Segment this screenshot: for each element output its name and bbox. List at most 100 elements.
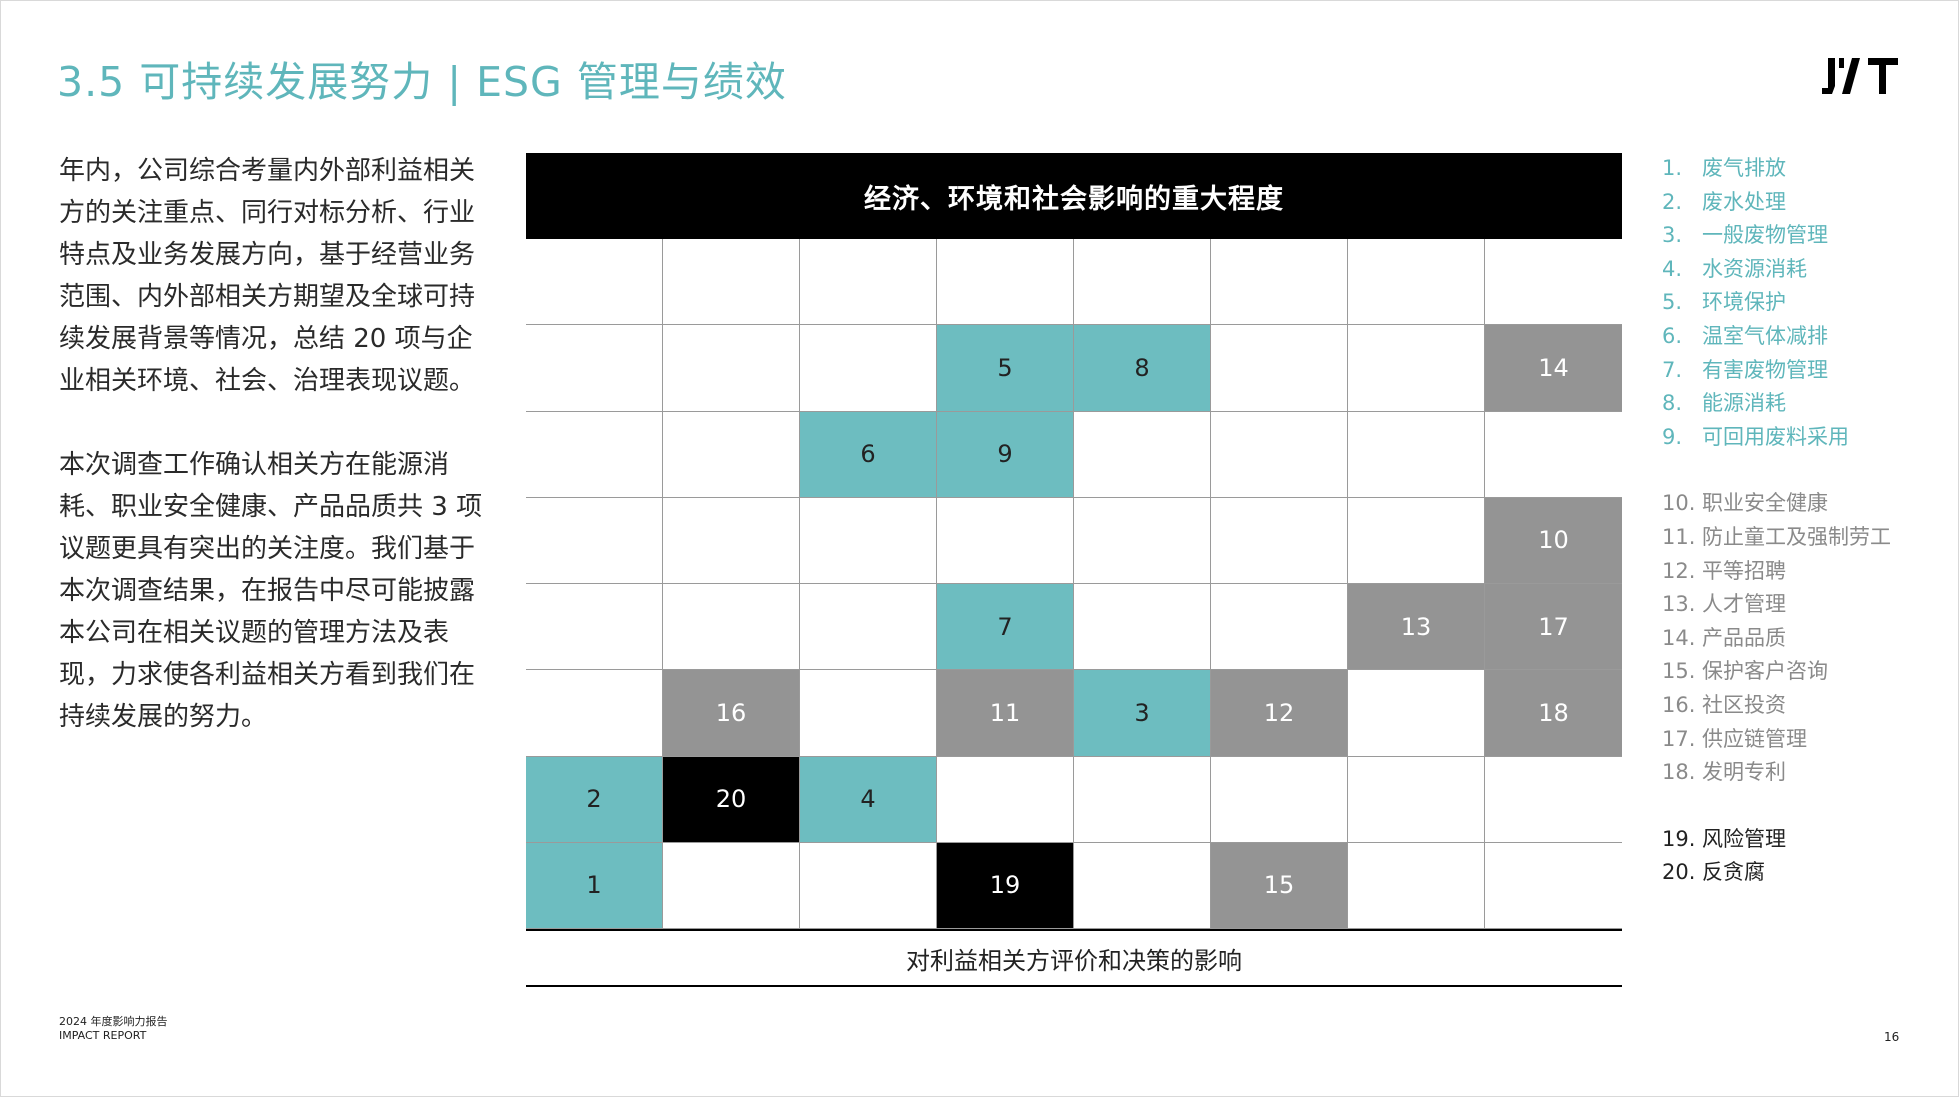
legend-item: 19. 风险管理 — [1662, 823, 1952, 857]
legend-item-number: 12. — [1662, 558, 1696, 583]
legend-item-number: 9. — [1662, 424, 1683, 449]
matrix-empty-cell — [1074, 842, 1211, 929]
legend-item: 12. 平等招聘 — [1662, 555, 1952, 589]
legend-item-label: 废水处理 — [1702, 189, 1786, 214]
legend-item-number: 13. — [1662, 592, 1696, 617]
legend-item-number: 20. — [1662, 860, 1696, 885]
matrix-empty-cell — [800, 239, 937, 326]
matrix-topic-cell: 1 — [526, 842, 663, 929]
matrix-empty-cell — [800, 325, 937, 412]
legend-item-label: 反贪腐 — [1702, 860, 1765, 885]
matrix-empty-cell — [1348, 497, 1485, 584]
footer-report-cn: 2024 年度影响力报告 — [59, 1015, 168, 1028]
materiality-matrix: 经济、环境和社会影响的重大程度 5 8 14 6 9 10 7 13 17 16 11 3 12 18 2 2… — [526, 153, 1622, 987]
legend-item: 3. 一般废物管理 — [1662, 219, 1952, 253]
matrix-empty-cell — [663, 497, 800, 584]
legend-item: 11. 防止童工及强制劳工 — [1662, 521, 1952, 555]
legend-item: 9. 可回用废料采用 — [1662, 421, 1952, 455]
legend-item-number: 5. — [1662, 290, 1683, 315]
legend-governance: 19. 风险管理 20. 反贪腐 — [1662, 823, 1952, 890]
legend-environment: 1. 废气排放 2. 废水处理 3. 一般废物管理 4. 水资源消耗 5. 环境保护 6. 温室气体减… — [1662, 152, 1952, 454]
matrix-empty-cell — [663, 584, 800, 671]
matrix-empty-cell — [1485, 411, 1622, 498]
legend-item: 20. 反贪腐 — [1662, 856, 1952, 890]
matrix-empty-cell — [937, 756, 1074, 843]
legend-item-number: 2. — [1662, 189, 1683, 214]
matrix-topic-cell: 9 — [937, 411, 1074, 498]
matrix-empty-cell — [1074, 756, 1211, 843]
legend-item: 2. 废水处理 — [1662, 186, 1952, 220]
legend-item: 16. 社区投资 — [1662, 689, 1952, 723]
legend-item-label: 能源消耗 — [1702, 391, 1786, 416]
matrix-empty-cell — [663, 842, 800, 929]
matrix-topic-cell: 17 — [1485, 584, 1622, 671]
matrix-empty-cell — [526, 497, 663, 584]
matrix-empty-cell — [1485, 239, 1622, 326]
legend-item-number: 17. — [1662, 726, 1696, 751]
matrix-empty-cell — [663, 411, 800, 498]
matrix-topic-cell: 2 — [526, 756, 663, 843]
matrix-empty-cell — [937, 497, 1074, 584]
matrix-empty-cell — [1074, 497, 1211, 584]
matrix-topic-cell: 6 — [800, 411, 937, 498]
matrix-empty-cell — [1348, 756, 1485, 843]
legend-item-number: 1. — [1662, 156, 1683, 180]
legend-item-label: 温室气体减排 — [1702, 323, 1828, 348]
legend-item: 4. 水资源消耗 — [1662, 253, 1952, 287]
legend-item: 17. 供应链管理 — [1662, 723, 1952, 757]
legend-item-label: 职业安全健康 — [1702, 491, 1828, 516]
matrix-empty-cell — [526, 325, 663, 412]
legend-item-number: 7. — [1662, 357, 1683, 382]
matrix-topic-cell: 16 — [663, 670, 800, 757]
matrix-empty-cell — [1211, 497, 1348, 584]
matrix-empty-cell — [1348, 325, 1485, 412]
legend-item-label: 产品品质 — [1702, 625, 1786, 650]
matrix-topic-cell: 10 — [1485, 497, 1622, 584]
legend-item-number: 16. — [1662, 692, 1696, 717]
legend-item-label: 人才管理 — [1702, 592, 1786, 617]
matrix-empty-cell — [1211, 411, 1348, 498]
legend-item-number: 4. — [1662, 256, 1683, 281]
legend-item-label: 保护客户咨询 — [1702, 659, 1828, 684]
matrix-x-title: 对利益相关方评价和决策的影响 — [526, 931, 1622, 987]
legend-item-number: 6. — [1662, 323, 1683, 348]
matrix-topic-cell: 20 — [663, 756, 800, 843]
legend-item: 15. 保护客户咨询 — [1662, 655, 1952, 689]
matrix-topic-cell: 5 — [937, 325, 1074, 412]
matrix-empty-cell — [1074, 411, 1211, 498]
matrix-empty-cell — [1074, 584, 1211, 671]
matrix-grid: 5 8 14 6 9 10 7 13 17 16 11 3 12 18 2 20 4 1 19 15 — [526, 239, 1622, 931]
matrix-topic-cell: 11 — [937, 670, 1074, 757]
legend-item-label: 发明专利 — [1702, 760, 1786, 785]
legend-item-number: 14. — [1662, 625, 1696, 650]
matrix-topic-cell: 15 — [1211, 842, 1348, 929]
legend-item-number: 3. — [1662, 223, 1683, 248]
matrix-empty-cell — [1348, 670, 1485, 757]
legend-item-number: 15. — [1662, 659, 1696, 684]
matrix-empty-cell — [1485, 756, 1622, 843]
matrix-topic-cell: 7 — [937, 584, 1074, 671]
matrix-empty-cell — [1348, 239, 1485, 326]
legend-item-label: 有害废物管理 — [1702, 357, 1828, 382]
legend-item-label: 环境保护 — [1702, 290, 1786, 315]
legend-item-label: 防止童工及强制劳工 — [1702, 524, 1891, 549]
matrix-empty-cell — [937, 239, 1074, 326]
legend-social: 10. 职业安全健康 11. 防止童工及强制劳工 12. 平等招聘 13. 人才管理 14. 产品… — [1662, 487, 1952, 789]
matrix-empty-cell — [663, 239, 800, 326]
company-logo — [1822, 58, 1898, 94]
matrix-empty-cell — [526, 584, 663, 671]
matrix-empty-cell — [800, 842, 937, 929]
matrix-topic-cell: 3 — [1074, 670, 1211, 757]
matrix-empty-cell — [1348, 411, 1485, 498]
legend-item-label: 一般废物管理 — [1702, 223, 1828, 248]
legend-item: 8. 能源消耗 — [1662, 387, 1952, 421]
legend-item: 1. 废气排放 — [1662, 152, 1952, 186]
matrix-empty-cell — [800, 584, 937, 671]
legend-item-number: 10. — [1662, 491, 1696, 516]
matrix-topic-cell: 14 — [1485, 325, 1622, 412]
intro-paragraph-1: 年内，公司综合考量内外部利益相关方的关注重点、同行对标分析、行业特点及业务发展方… — [59, 156, 476, 396]
legend-item-label: 平等招聘 — [1702, 558, 1786, 583]
matrix-empty-cell — [663, 325, 800, 412]
matrix-empty-cell — [526, 239, 663, 326]
page-title: 3.5 可持续发展努力 | ESG 管理与绩效 — [57, 58, 787, 106]
